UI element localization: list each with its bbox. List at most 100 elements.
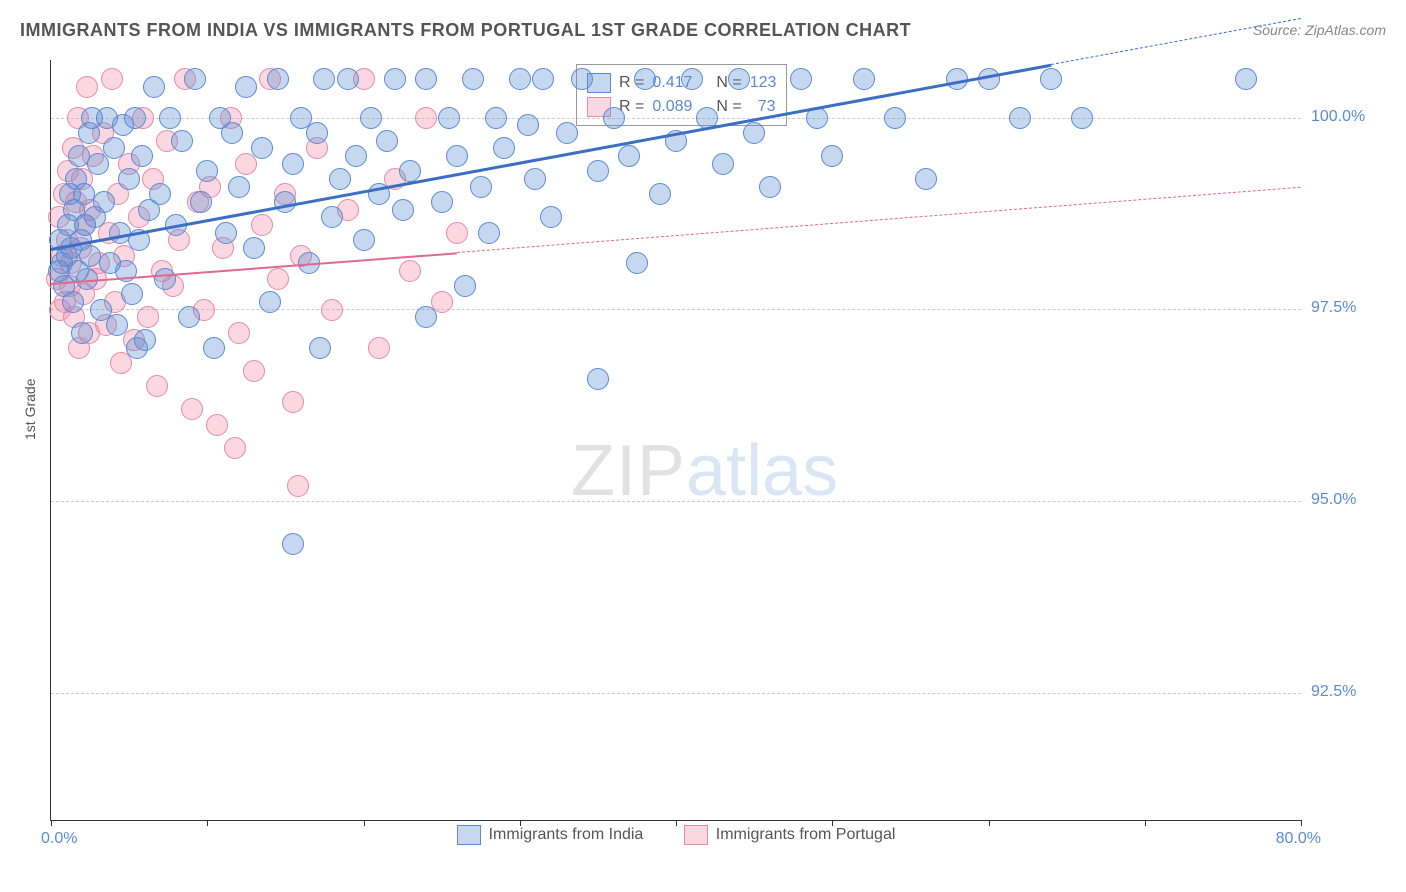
data-point xyxy=(587,160,609,182)
data-point xyxy=(203,337,225,359)
x-tick xyxy=(1145,820,1146,826)
data-point xyxy=(485,107,507,129)
data-point xyxy=(438,107,460,129)
watermark-zip: ZIP xyxy=(571,431,686,511)
data-point xyxy=(384,68,406,90)
regression-line xyxy=(457,187,1301,253)
data-point xyxy=(224,437,246,459)
data-point xyxy=(1235,68,1257,90)
data-point xyxy=(321,299,343,321)
swatch-india xyxy=(457,825,481,845)
data-point xyxy=(228,322,250,344)
data-point xyxy=(215,222,237,244)
x-tick xyxy=(207,820,208,826)
data-point xyxy=(309,337,331,359)
data-point xyxy=(821,145,843,167)
x-tick xyxy=(1301,820,1302,826)
data-point xyxy=(853,68,875,90)
data-point xyxy=(337,68,359,90)
data-point xyxy=(462,68,484,90)
data-point xyxy=(235,76,257,98)
data-point xyxy=(306,122,328,144)
data-point xyxy=(321,206,343,228)
data-point xyxy=(171,130,193,152)
y-tick-label: 92.5% xyxy=(1311,683,1381,701)
data-point xyxy=(118,168,140,190)
data-point xyxy=(634,68,656,90)
data-point xyxy=(184,68,206,90)
data-point xyxy=(93,191,115,213)
data-point xyxy=(446,145,468,167)
data-point xyxy=(190,191,212,213)
data-point xyxy=(509,68,531,90)
data-point xyxy=(282,153,304,175)
data-point xyxy=(587,368,609,390)
data-point xyxy=(712,153,734,175)
data-point xyxy=(399,160,421,182)
y-tick-label: 97.5% xyxy=(1311,299,1381,317)
data-point xyxy=(329,168,351,190)
data-point xyxy=(446,222,468,244)
data-point xyxy=(1040,68,1062,90)
data-point xyxy=(524,168,546,190)
source-label: Source: ZipAtlas.com xyxy=(1253,22,1386,38)
data-point xyxy=(915,168,937,190)
data-point xyxy=(478,222,500,244)
data-point xyxy=(121,283,143,305)
data-point xyxy=(143,76,165,98)
x-tick xyxy=(832,820,833,826)
data-point xyxy=(368,337,390,359)
legend-item-portugal: Immigrants from Portugal xyxy=(684,825,896,845)
data-point xyxy=(759,176,781,198)
x-tick xyxy=(520,820,521,826)
data-point xyxy=(603,107,625,129)
x-tick xyxy=(989,820,990,826)
data-point xyxy=(431,191,453,213)
data-point xyxy=(73,183,95,205)
data-point xyxy=(540,206,562,228)
data-point xyxy=(626,252,648,274)
data-point xyxy=(649,183,671,205)
scatter-plot: ZIPatlas 0.0% 80.0% Immigrants from Indi… xyxy=(50,60,1301,821)
swatch-portugal xyxy=(684,825,708,845)
data-point xyxy=(178,306,200,328)
data-point xyxy=(228,176,250,198)
data-point xyxy=(251,214,273,236)
data-point xyxy=(287,475,309,497)
x-tick xyxy=(676,820,677,826)
y-tick-label: 100.0% xyxy=(1311,108,1381,126)
data-point xyxy=(267,68,289,90)
data-point xyxy=(376,130,398,152)
data-point xyxy=(154,268,176,290)
data-point xyxy=(282,391,304,413)
r-value-portugal: 0.089 xyxy=(652,98,692,116)
data-point xyxy=(399,260,421,282)
n-value-portugal: 73 xyxy=(750,98,776,116)
data-point xyxy=(267,268,289,290)
legend-item-india: Immigrants from India xyxy=(457,825,644,845)
series-legend: Immigrants from India Immigrants from Po… xyxy=(51,825,1301,850)
x-tick xyxy=(51,820,52,826)
data-point xyxy=(221,122,243,144)
data-point xyxy=(415,306,437,328)
gridline xyxy=(51,693,1301,694)
n-label: N = xyxy=(716,98,741,116)
data-point xyxy=(101,68,123,90)
data-point xyxy=(146,375,168,397)
data-point xyxy=(415,68,437,90)
data-point xyxy=(103,137,125,159)
gridline xyxy=(51,501,1301,502)
watermark-atlas: atlas xyxy=(686,431,838,511)
data-point xyxy=(415,107,437,129)
data-point xyxy=(571,68,593,90)
data-point xyxy=(282,533,304,555)
data-point xyxy=(259,291,281,313)
data-point xyxy=(181,398,203,420)
data-point xyxy=(79,245,101,267)
data-point xyxy=(149,183,171,205)
data-point xyxy=(76,76,98,98)
n-value-india: 123 xyxy=(750,74,777,92)
data-point xyxy=(1009,107,1031,129)
data-point xyxy=(532,68,554,90)
data-point xyxy=(243,237,265,259)
